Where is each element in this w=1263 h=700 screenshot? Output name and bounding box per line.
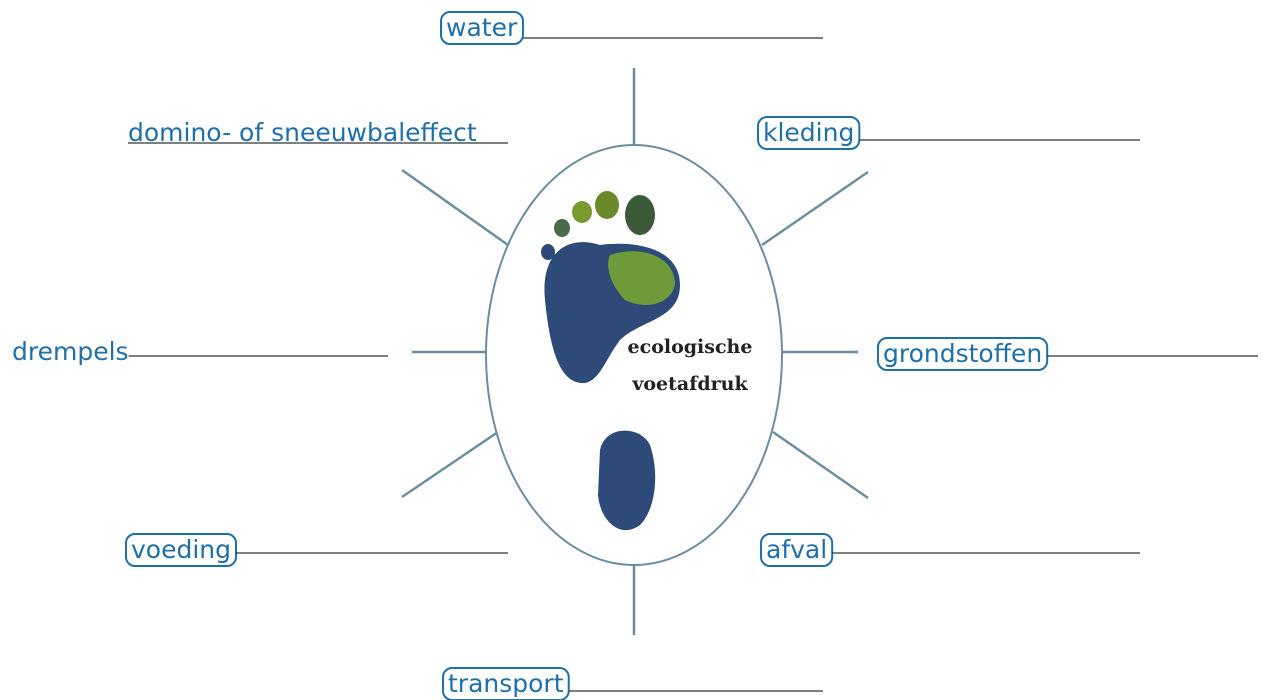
center-label: voetafdruk [631,373,748,395]
node-label: voeding [131,535,231,564]
toe [572,201,592,223]
node-label: drempels [12,337,129,366]
node-label: grondstoffen [883,339,1042,368]
label-box [877,337,1049,371]
label-box [442,667,570,700]
spoke [761,170,869,247]
footprint-bottom [598,430,656,531]
spoke [772,430,869,500]
spoke [401,430,499,499]
toe [625,195,655,235]
label-box [440,11,524,45]
toe [595,191,619,219]
spoke [401,168,509,247]
label-box [757,116,861,150]
label-box [760,533,834,567]
node-label: afval [766,535,827,564]
label-box [125,533,237,567]
toe [541,244,555,260]
node-label: transport [448,669,564,698]
node-label: domino- of sneeuwbaleffect [128,118,477,147]
node-label: kleding [763,118,854,147]
footprint-top [541,191,680,384]
foot-green [608,251,675,305]
center-label: ecologische [628,336,753,358]
node-label: water [446,13,518,42]
toe [554,219,570,237]
